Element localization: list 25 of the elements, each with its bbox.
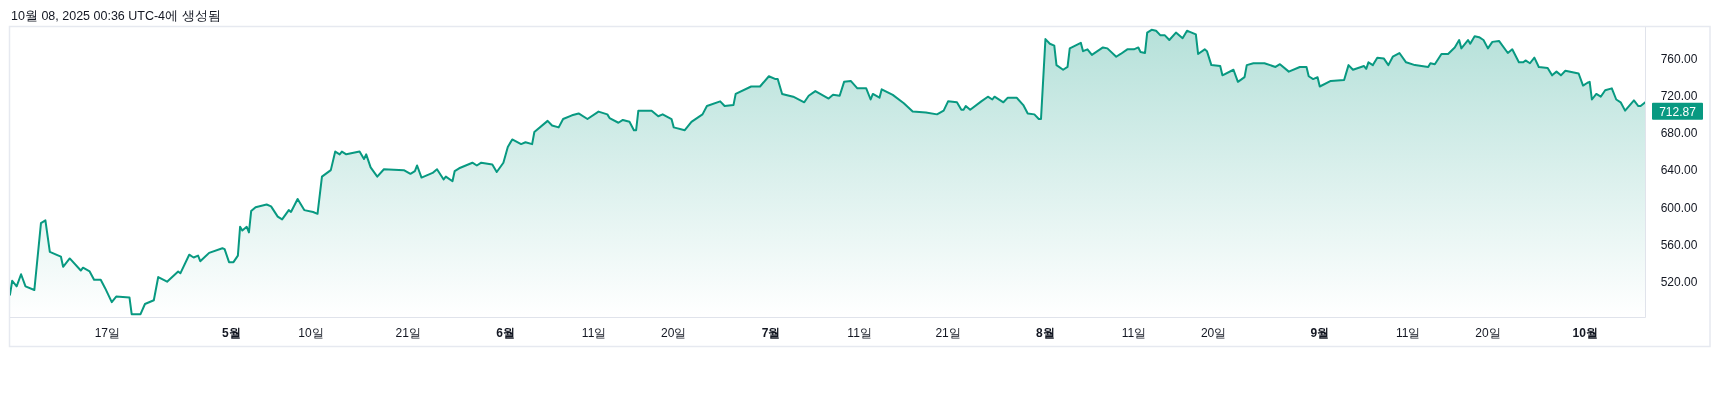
x-tick-label: 7월 (761, 326, 781, 340)
x-tick-label: 6월 (496, 326, 515, 340)
x-tick-label: 20일 (1475, 326, 1501, 340)
x-tick-label: 20일 (661, 326, 687, 340)
y-tick-label: 520.00 (1660, 274, 1698, 289)
x-tick-label: 21일 (935, 326, 961, 340)
x-tick-label: 11일 (581, 326, 607, 340)
y-tick-label: 720.00 (1660, 89, 1698, 104)
x-tick-label: 11일 (1121, 326, 1147, 340)
x-tick-label: 11일 (1396, 326, 1421, 340)
x-tick-label: 20일 (1200, 326, 1227, 340)
x-tick-label: 10일 (298, 326, 324, 340)
y-tick-label: 600.00 (1660, 200, 1698, 215)
x-tick-label: 5월 (221, 326, 241, 340)
x-tick-label: 10월 (1572, 326, 1598, 340)
x-tick-label: 21일 (395, 326, 421, 340)
x-tick-label: 8월 (1036, 326, 1055, 340)
y-tick-label: 760.00 (1660, 51, 1698, 66)
y-tick-label: 680.00 (1660, 126, 1698, 141)
annotation: 712.87 (1659, 104, 1697, 119)
y-tick-label: 640.00 (1660, 163, 1698, 178)
x-tick-label: 9월 (1310, 326, 1330, 340)
y-tick-label: 560.00 (1660, 237, 1698, 252)
x-tick-label: 17일 (94, 326, 121, 340)
x-tick-label: 11일 (847, 326, 872, 340)
